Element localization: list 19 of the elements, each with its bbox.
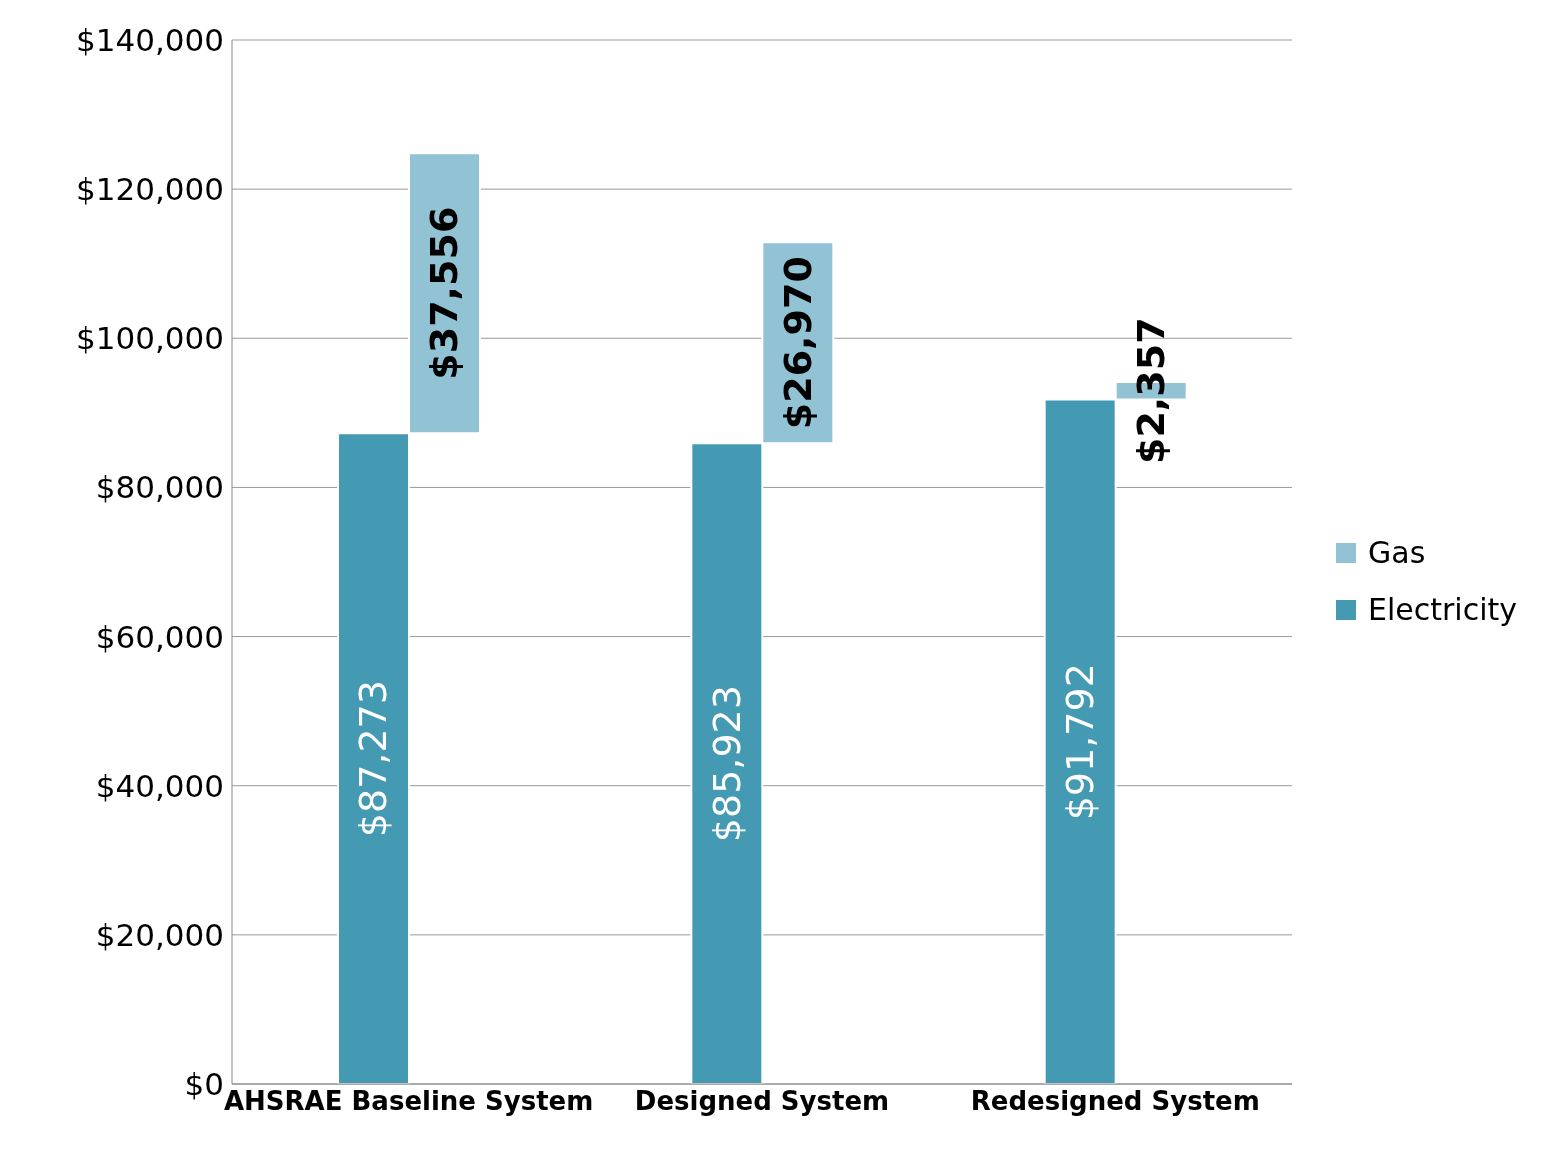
y-tick-label: $120,000 bbox=[76, 171, 224, 208]
data-label: $91,792 bbox=[1058, 663, 1103, 821]
data-label: $26,970 bbox=[775, 256, 820, 430]
y-tick-label: $40,000 bbox=[95, 767, 224, 804]
data-label: $2,357 bbox=[1129, 317, 1174, 465]
x-tick-label: Designed System bbox=[634, 1086, 890, 1117]
y-tick-label: $80,000 bbox=[95, 469, 224, 506]
data-label: $85,923 bbox=[704, 685, 749, 843]
y-tick-label: $20,000 bbox=[95, 916, 224, 953]
y-tick-label: $100,000 bbox=[76, 320, 224, 357]
x-tick-label: Redesigned System bbox=[970, 1086, 1260, 1117]
data-label: $37,556 bbox=[422, 206, 467, 380]
x-tick-label: AHSRAE Baseline System bbox=[223, 1086, 594, 1117]
legend-label: Electricity bbox=[1368, 592, 1518, 627]
data-label: $87,273 bbox=[351, 680, 396, 838]
legend-label: Gas bbox=[1368, 535, 1426, 570]
y-tick-label: $0 bbox=[184, 1066, 224, 1103]
y-tick-label: $60,000 bbox=[95, 618, 224, 655]
y-tick-label: $140,000 bbox=[76, 22, 224, 59]
